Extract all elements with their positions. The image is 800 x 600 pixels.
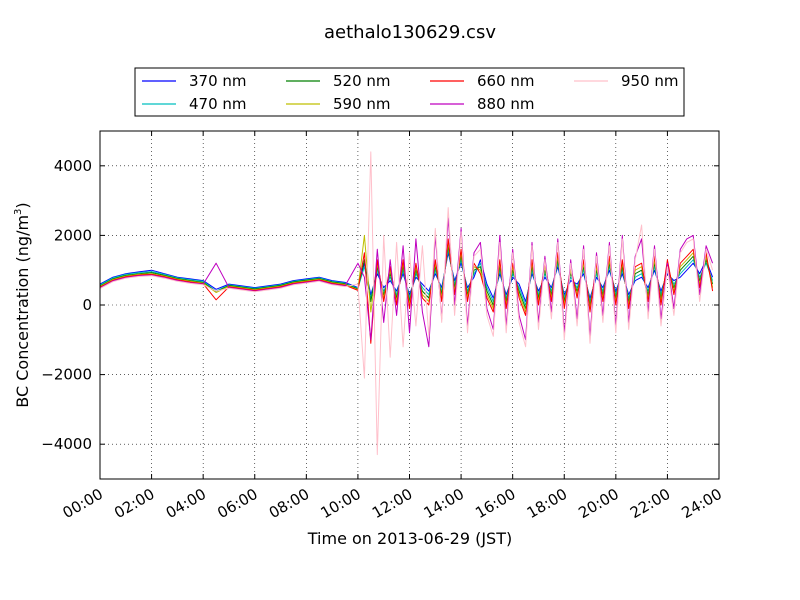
x-tick-label: 06:00 [214,485,260,522]
y-axis-label: BC Concentration (ng/m3) [13,202,32,407]
plot-area [99,130,720,480]
x-tick-label: 22:00 [627,485,673,522]
series-layer [99,151,714,456]
x-axis-label: Time on 2013-06-29 (JST) [307,529,512,548]
x-tick-label: 18:00 [524,485,570,522]
axis-ticks [99,131,720,479]
y-tick-label: −2000 [41,366,92,384]
y-tick-labels: −4000 −2000 0 2000 4000 [41,157,92,453]
legend-label: 590 nm [333,95,391,113]
x-tick-label: 10:00 [317,485,363,522]
legend: 370 nm 470 nm 520 nm 590 nm 660 nm 880 nm 950 … [134,67,685,117]
y-axis-label-close: ) [13,202,32,208]
x-tick-labels: 00:00 02:00 04:00 06:00 08:00 10:00 12:00 14:00… [60,485,725,522]
x-tick-label: 04:00 [163,485,209,522]
y-tick-label: 2000 [54,226,92,244]
legend-frame [134,67,685,117]
x-tick-label: 02:00 [111,485,157,522]
legend-items: 370 nm 470 nm 520 nm 590 nm 660 nm 880 nm 950 … [142,72,679,113]
x-tick-label: 16:00 [472,485,518,522]
y-axis-label-sup: 3 [13,209,24,215]
x-tick-label: 24:00 [679,485,725,522]
legend-label: 370 nm [189,72,247,90]
legend-label: 660 nm [477,72,535,90]
y-tick-label: 4000 [54,157,92,175]
legend-label: 950 nm [621,72,679,90]
x-tick-label: 14:00 [421,485,467,522]
x-tick-label: 12:00 [369,485,415,522]
series-line-950-nm [99,151,714,456]
x-tick-label: 20:00 [575,485,621,522]
y-axis-label-main: BC Concentration (ng/m [13,215,32,408]
x-tick-label: 08:00 [266,485,312,522]
legend-label: 470 nm [189,95,247,113]
chart-title: aethalo130629.csv [324,22,496,43]
legend-label: 880 nm [477,95,535,113]
y-tick-label: 0 [82,296,92,314]
x-tick-label: 00:00 [60,485,106,522]
legend-label: 520 nm [333,72,391,90]
y-tick-label: −4000 [41,435,92,453]
